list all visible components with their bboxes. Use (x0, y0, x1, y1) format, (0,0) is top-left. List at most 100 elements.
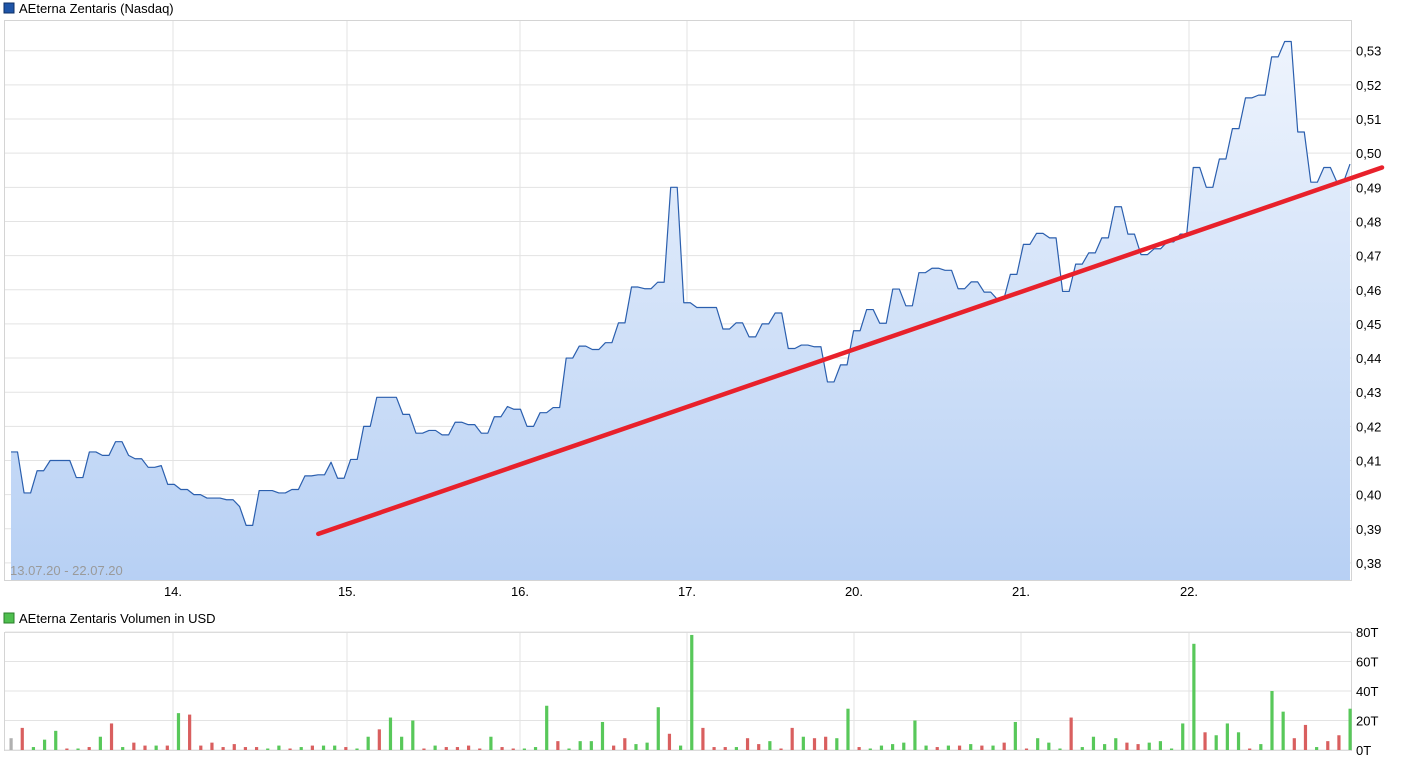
volume-bar (969, 744, 973, 750)
volume-bar (533, 747, 538, 750)
volume-chart-title: AEterna Zentaris Volumen in USD (19, 611, 216, 626)
price-y-tick-label: 0,49 (1356, 180, 1381, 195)
volume-bar (991, 745, 995, 750)
volume-bar (221, 747, 225, 750)
volume-bar (600, 721, 605, 750)
volume-bar (132, 742, 136, 751)
volume-y-tick-label: 80T (1356, 625, 1378, 640)
volume-bar (98, 736, 102, 750)
volume-bar (645, 742, 649, 751)
volume-bar (879, 745, 884, 750)
volume-bar (567, 748, 571, 750)
volume-bar (1326, 741, 1330, 750)
volume-bar (344, 747, 348, 750)
volume-bar (1069, 717, 1073, 750)
volume-y-tick-label: 40T (1356, 684, 1378, 699)
volume-legend-marker (3, 612, 15, 624)
volume-bar (1024, 748, 1029, 750)
price-y-tick-label: 0,41 (1356, 453, 1381, 468)
volume-bar (623, 738, 627, 750)
volume-bar (1303, 724, 1308, 750)
volume-bar (723, 747, 727, 750)
volume-bar (1236, 732, 1241, 750)
price-chart-title: AEterna Zentaris (Nasdaq) (19, 1, 174, 16)
volume-bar (734, 747, 738, 750)
volume-bar (1315, 747, 1319, 750)
volume-bar (455, 747, 460, 750)
volume-bar (1270, 691, 1274, 750)
price-x-tick-label: 20. (845, 584, 863, 599)
date-range-label: 13.07.20 - 22.07.20 (10, 563, 123, 578)
volume-bar (355, 748, 359, 750)
volume-bar (31, 747, 36, 750)
volume-bar (1348, 708, 1352, 750)
price-y-tick-label: 0,52 (1356, 78, 1381, 93)
volume-bar (1281, 711, 1285, 750)
volume-bar (1259, 744, 1263, 750)
volume-bar (768, 741, 772, 750)
volume-bar (42, 739, 47, 750)
volume-bar (76, 748, 80, 750)
volume-bar (1103, 744, 1107, 750)
volume-bar (957, 745, 962, 750)
volume-bar (1080, 747, 1084, 750)
volume-bar (701, 727, 705, 751)
volume-bar (1248, 748, 1252, 750)
volume-bar (1169, 748, 1174, 750)
volume-bar (310, 745, 314, 750)
volume-bar (466, 745, 471, 750)
volume-bar (1225, 723, 1229, 750)
volume-bar (188, 714, 192, 750)
volume-bar (801, 736, 805, 750)
price-y-tick-label: 0,38 (1356, 556, 1381, 571)
volume-bar (835, 738, 839, 750)
volume-bar (1047, 742, 1051, 751)
volume-bar (243, 747, 248, 750)
volume-bar (667, 733, 672, 750)
price-y-tick-label: 0,53 (1356, 44, 1381, 59)
price-y-tick-label: 0,45 (1356, 317, 1381, 332)
volume-bar (54, 730, 58, 750)
volume-bar (913, 720, 917, 750)
volume-bars (9, 634, 1352, 751)
volume-bar (1192, 643, 1196, 750)
volume-bar (1203, 732, 1207, 750)
volume-bar (143, 745, 147, 750)
volume-bar (1091, 736, 1096, 750)
price-y-tick-label: 0,40 (1356, 488, 1381, 503)
volume-bar (924, 745, 928, 750)
volume-bar (210, 742, 214, 751)
volume-bar (857, 747, 861, 750)
volume-bar (165, 745, 169, 750)
volume-bar (612, 745, 616, 750)
volume-bar (556, 741, 560, 750)
price-plot-frame (4, 20, 1352, 581)
price-y-tick-label: 0,48 (1356, 214, 1381, 229)
volume-bar (444, 747, 448, 750)
volume-bar (433, 745, 437, 750)
volume-bar (422, 748, 426, 750)
volume-bar (1013, 721, 1017, 750)
volume-bar (757, 744, 761, 750)
volume-bar (489, 736, 493, 750)
volume-bar (288, 748, 292, 750)
volume-bar (1292, 738, 1296, 750)
price-x-tick-label: 22. (1180, 584, 1198, 599)
volume-bar (87, 747, 91, 750)
volume-bar (690, 634, 694, 750)
volume-y-axis: 0T 20T 40T 60T 80T (1356, 625, 1378, 758)
volume-y-tick-label: 60T (1356, 655, 1378, 670)
volume-bar (176, 713, 181, 751)
volume-bar (779, 748, 783, 750)
volume-bar (254, 747, 259, 750)
volume-grid (5, 631, 1351, 751)
volume-bar (745, 738, 750, 750)
volume-bar (679, 745, 683, 750)
volume-bar (634, 744, 638, 750)
price-y-tick-label: 0,39 (1356, 522, 1381, 537)
volume-bar (109, 723, 114, 750)
volume-bar (20, 727, 24, 751)
volume-bar (1058, 748, 1062, 750)
volume-bar (589, 741, 593, 750)
